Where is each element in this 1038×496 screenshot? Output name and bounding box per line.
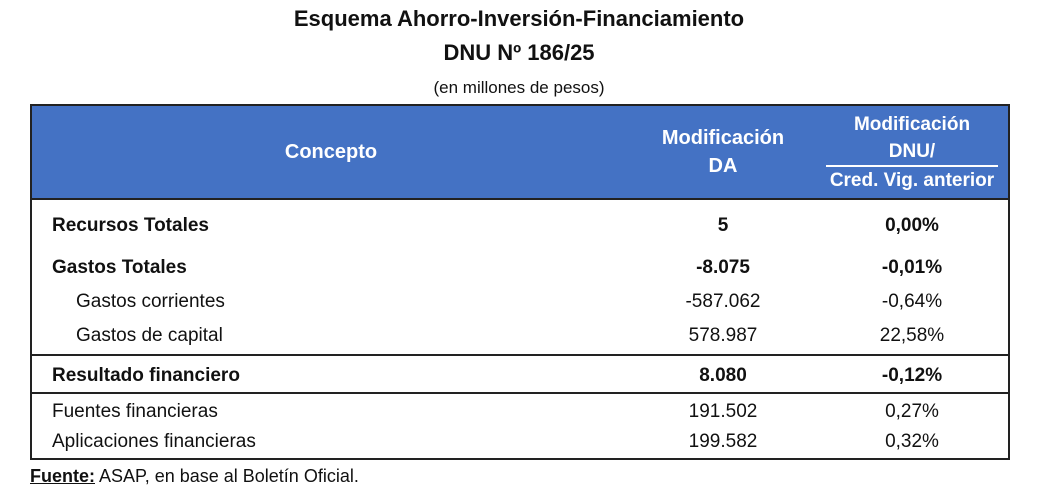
row-value-dnu: 0,00% [885,215,939,236]
header-col2-line1: Modificación [853,113,971,135]
table-row: Resultado financiero 8.080 -0,12% [32,358,1008,394]
table-row: Gastos de capital 578.987 22,58% [32,318,1008,354]
source-text: ASAP, en base al Boletín Oficial. [95,466,359,486]
table-row: Recursos Totales 5 0,00% [32,208,1008,244]
row-value-dnu: 0,32% [885,431,939,452]
row-value-dnu: -0,12% [881,365,943,386]
units-note: (en millones de pesos) [433,78,605,97]
row-value-da: 5 [717,215,729,236]
header-concepto: Concepto [284,140,378,163]
header-modificacion-dnu: Modificación DNU/ Cred. Vig. anterior [816,106,1008,198]
row-value-dnu: 22,58% [879,325,945,346]
row-label: Resultado financiero [52,365,240,386]
table-row: Fuentes financieras 191.502 0,27% [32,394,1008,430]
savings-investment-table: Concepto Modificación DA Modificación DN… [30,104,1010,460]
header-modificacion-da: Modificación DA [630,106,816,198]
row-value-dnu: -0,01% [881,257,943,278]
row-label: Gastos Totales [52,257,187,278]
row-label: Aplicaciones financieras [52,431,256,452]
row-label: Gastos de capital [76,325,223,346]
row-label: Fuentes financieras [52,401,218,422]
source-label: Fuente: [30,466,95,486]
row-value-da: 199.582 [688,431,758,452]
source-note: Fuente: ASAP, en base al Boletín Oficial… [30,466,359,487]
row-label: Recursos Totales [52,215,209,236]
row-value-da: -587.062 [685,291,761,312]
header-col1-line1: Modificación [661,127,785,149]
table-header: Concepto Modificación DA Modificación DN… [32,104,1008,200]
header-col2-line3: Cred. Vig. anterior [825,164,999,194]
row-label: Gastos corrientes [76,291,225,312]
row-value-da: 578.987 [688,325,758,346]
table-title: Esquema Ahorro-Inversión-Financiamiento [293,6,745,31]
row-value-dnu: -0,64% [881,291,943,312]
row-divider [32,392,1008,394]
row-value-dnu: 0,27% [885,401,939,422]
table-subtitle: DNU Nº 186/25 [443,40,595,65]
row-value-da: 8.080 [699,365,747,386]
header-col1-line2: DA [708,155,738,177]
row-divider [32,354,1008,356]
table-row: Aplicaciones financieras 199.582 0,32% [32,424,1008,460]
row-value-da: -8.075 [696,257,750,278]
table-row: Gastos Totales -8.075 -0,01% [32,250,1008,286]
row-value-da: 191.502 [688,401,758,422]
header-col2-line2: DNU/ [888,140,936,162]
table-row: Gastos corrientes -587.062 -0,64% [32,284,1008,320]
